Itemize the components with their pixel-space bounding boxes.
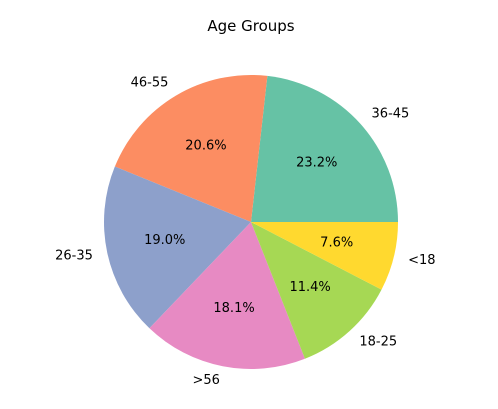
slice-label-3: >56 [192,373,219,388]
pie-slice-0 [251,75,398,222]
pie-slice-4 [251,222,382,359]
pie-slices [103,75,398,369]
chart-title: Age Groups [207,17,294,35]
slice-percent-2: 19.0% [144,233,185,248]
slice-label-1: 46-55 [131,75,169,90]
slice-percent-4: 11.4% [289,280,330,295]
slice-percent-0: 23.2% [296,156,337,171]
slice-label-2: 26-35 [55,248,93,263]
pie-slice-3 [149,222,305,369]
pie-slice-5 [251,222,398,290]
slice-label-4: 18-25 [359,335,397,350]
pie-slice-2 [103,166,252,329]
slice-label-5: <18 [408,253,435,268]
pie-slice-1 [114,75,268,222]
slice-percent-5: 7.6% [320,235,353,250]
slice-percent-3: 18.1% [213,301,254,316]
slice-label-0: 36-45 [372,107,410,122]
slice-percent-1: 20.6% [185,139,226,154]
pie-labels: 36-45 23.2% 46-55 20.6% 26-35 19.0% >56 18.1% 18… [55,75,435,388]
